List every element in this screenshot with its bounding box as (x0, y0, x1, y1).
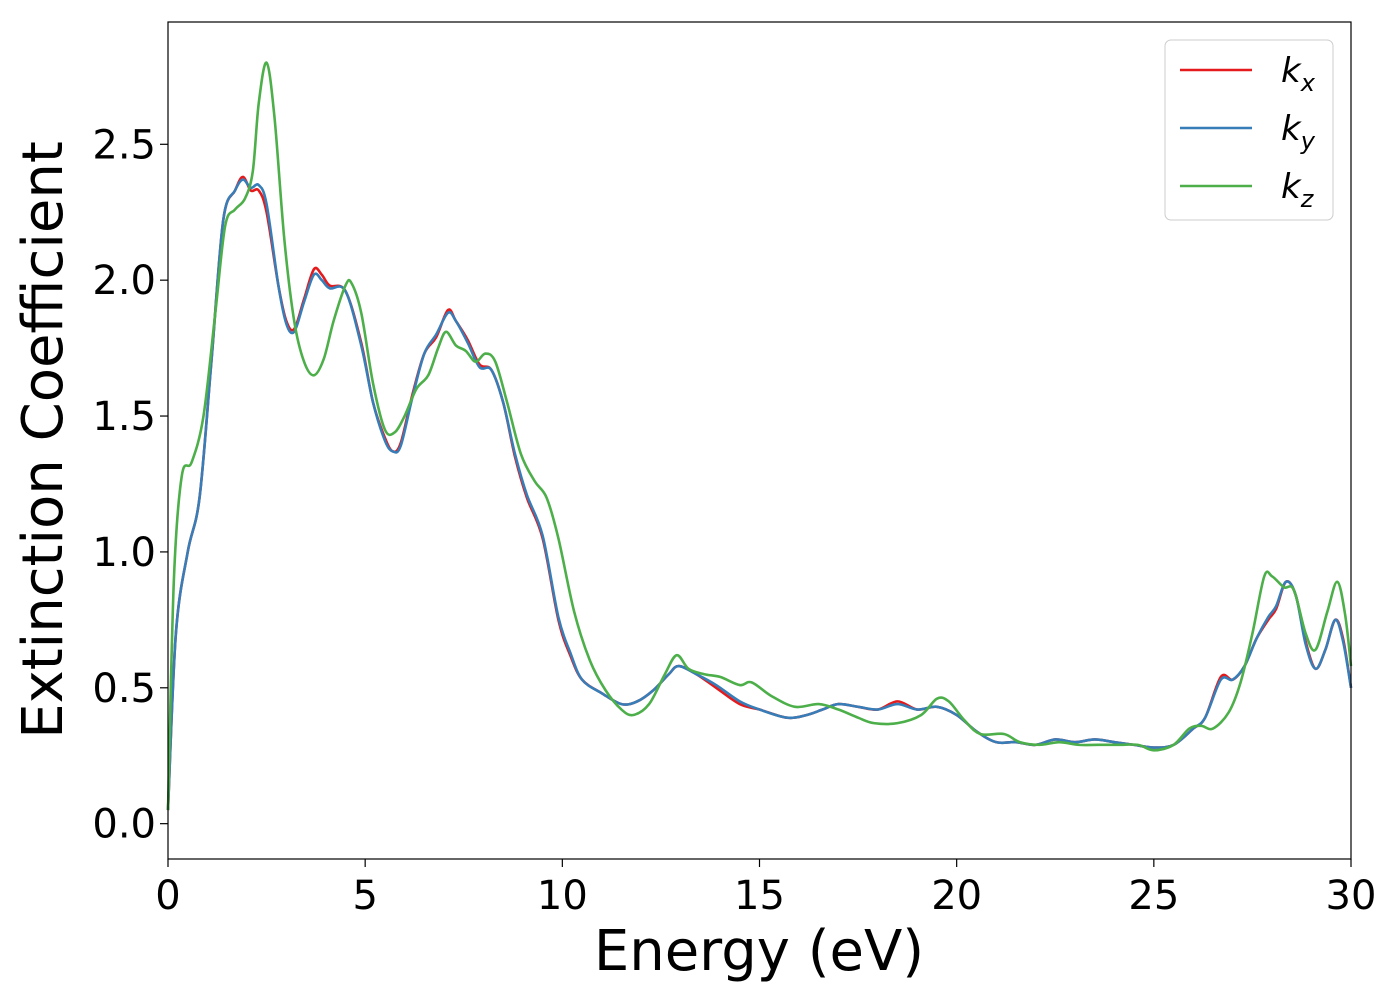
series-line-kz (166, 61, 1353, 811)
y-tick-label: 2.5 (92, 122, 156, 168)
x-tick-label: 30 (1326, 873, 1377, 919)
series-layer (166, 61, 1353, 811)
legend-box (1164, 39, 1334, 221)
x-axis-title: Energy (eV) (594, 919, 924, 984)
y-tick-label: 1.0 (92, 530, 156, 576)
x-tick-label: 5 (352, 873, 377, 919)
y-axis-title: Extinction Coefficient (11, 141, 76, 739)
y-axis-ticks: 0.0 0.5 1.0 1.5 2.0 2.5 (92, 122, 168, 848)
x-tick-label: 15 (734, 873, 785, 919)
x-axis-ticks: 0 5 10 15 20 25 30 (155, 859, 1376, 919)
x-tick-label: 25 (1128, 873, 1179, 919)
x-tick-label: 20 (931, 873, 982, 919)
y-tick-label: 2.0 (92, 258, 156, 304)
x-tick-label: 0 (155, 873, 180, 919)
y-tick-label: 0.0 (92, 802, 156, 848)
y-tick-label: 0.5 (92, 666, 156, 712)
series-line-ky (166, 178, 1353, 811)
y-tick-label: 1.5 (92, 394, 156, 440)
x-tick-label: 10 (537, 873, 588, 919)
